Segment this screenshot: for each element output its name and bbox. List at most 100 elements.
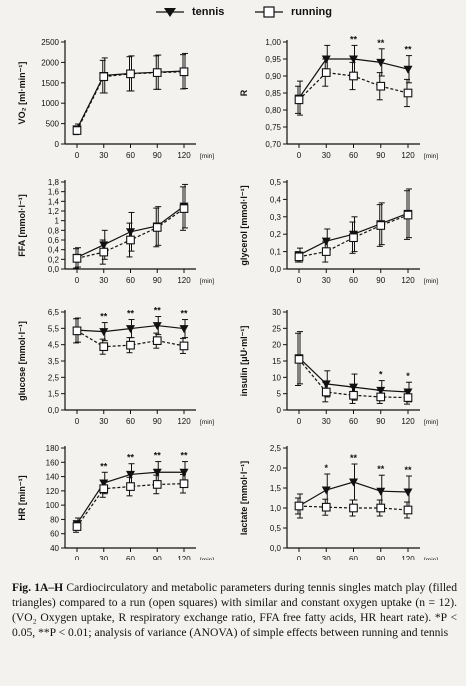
data-point-running xyxy=(294,501,304,511)
data-point-tennis xyxy=(152,468,162,477)
significance-label: ** xyxy=(127,453,135,463)
x-tick-label: 120 xyxy=(401,276,415,285)
y-tick-label: 2,5 xyxy=(270,444,282,453)
series-line xyxy=(76,471,184,525)
data-point-tennis xyxy=(99,479,109,488)
x-tick-label: 60 xyxy=(349,276,358,285)
x-unit-label: [min] xyxy=(200,419,214,426)
data-point-running xyxy=(349,233,358,243)
y-tick-label: 1,6 xyxy=(48,188,60,197)
x-tick-label: 0 xyxy=(75,417,80,426)
y-tick-label: 1500 xyxy=(41,79,59,88)
data-point-running xyxy=(294,355,304,364)
significance-label: * xyxy=(406,371,410,381)
x-tick-label: 0 xyxy=(297,417,302,426)
x-tick-label: 90 xyxy=(376,417,385,426)
legend-tennis-marker xyxy=(164,8,176,17)
y-axis-label: glucose [mmol·l⁻¹] xyxy=(17,321,27,401)
x-tick-label: 120 xyxy=(401,555,415,560)
y-tick-label: 0,0 xyxy=(270,544,282,553)
data-point-running xyxy=(179,479,189,489)
y-axis-label: insulin [μU·ml⁻¹] xyxy=(239,326,249,397)
panel-b: 0,70 0,75 0,80 0,85 0,90 0,95 1,00 0 30 60 90 120 [m… xyxy=(239,34,438,160)
y-tick-label: 0,80 xyxy=(265,106,281,115)
legend-tennis-label: tennis xyxy=(192,6,225,18)
panel-a: 0 500 1000 1500 2000 2500 0 30 60 90 120 [min] VO₂ [… xyxy=(17,38,214,160)
x-tick-label: 0 xyxy=(297,276,302,285)
y-tick-label: 1,0 xyxy=(270,504,282,513)
y-tick-label: 0,75 xyxy=(265,123,281,132)
series-running xyxy=(72,54,189,136)
y-tick-label: 15 xyxy=(272,357,281,366)
data-point-running xyxy=(152,68,162,77)
data-point-tennis xyxy=(349,55,358,64)
series-running xyxy=(294,58,413,114)
x-tick-label: 60 xyxy=(126,417,135,426)
y-tick-label: 120 xyxy=(46,487,60,496)
data-point-running xyxy=(294,95,304,105)
x-tick-label: 30 xyxy=(322,151,331,160)
data-point-tennis xyxy=(376,487,386,496)
data-point-tennis xyxy=(376,58,386,67)
data-point-running xyxy=(403,505,413,515)
series-line xyxy=(298,505,409,511)
panel-d: 0,0 0,1 0,2 0,3 0,4 0,5 0 30 60 90 120 [min] glycero… xyxy=(239,178,438,285)
series-tennis xyxy=(72,461,189,530)
data-point-tennis xyxy=(349,478,358,487)
x-tick-label: 0 xyxy=(297,151,302,160)
panel-g: 40 60 80 100 120 140 160 180 0 30 60 90 120 [min] HR [… xyxy=(17,444,214,560)
data-point-running xyxy=(99,484,109,494)
y-tick-label: 1,4 xyxy=(48,197,60,206)
data-point-running xyxy=(321,68,331,77)
series-line xyxy=(298,214,409,258)
y-tick-label: 100 xyxy=(46,501,60,510)
x-tick-label: 30 xyxy=(99,555,108,560)
y-tick-label: 5,5 xyxy=(48,324,60,333)
legend-running-marker xyxy=(263,6,275,18)
y-tick-label: 6,5 xyxy=(48,308,60,317)
y-tick-label: 1,2 xyxy=(48,207,60,216)
data-point-running xyxy=(126,482,135,491)
series-tennis xyxy=(294,188,413,263)
data-point-running xyxy=(72,326,82,336)
significance-label: ** xyxy=(100,312,108,322)
data-point-running xyxy=(349,503,358,513)
x-tick-label: 30 xyxy=(322,276,331,285)
y-tick-label: 0,1 xyxy=(270,248,282,257)
significance-label: ** xyxy=(377,464,385,474)
data-point-running xyxy=(152,336,162,345)
x-tick-label: 30 xyxy=(322,417,331,426)
data-point-running xyxy=(99,72,109,82)
y-tick-label: 40 xyxy=(50,544,59,553)
x-tick-label: 90 xyxy=(153,151,162,160)
series-tennis xyxy=(72,52,189,135)
y-axis-label: lactate [mmol·l⁻¹] xyxy=(239,461,249,535)
x-tick-label: 90 xyxy=(376,276,385,285)
y-tick-label: 0,0 xyxy=(270,265,282,274)
significance-label: ** xyxy=(180,309,188,319)
x-tick-label: 30 xyxy=(322,555,331,560)
y-tick-label: 0 xyxy=(55,140,60,149)
y-tick-label: 80 xyxy=(50,515,59,524)
data-point-tennis xyxy=(403,488,413,497)
data-point-tennis xyxy=(126,470,135,479)
y-tick-label: 60 xyxy=(50,530,59,539)
significance-label: ** xyxy=(127,309,135,319)
y-tick-label: 0,95 xyxy=(265,55,281,64)
series-running xyxy=(72,186,189,269)
data-point-tennis xyxy=(126,325,135,334)
data-point-tennis xyxy=(403,65,413,74)
figure-caption: Fig. 1A–H Cardiocirculatory and metaboli… xyxy=(12,580,457,640)
x-tick-label: 60 xyxy=(126,555,135,560)
data-point-running xyxy=(403,393,413,402)
y-tick-label: 0,85 xyxy=(265,89,281,98)
x-tick-label: 120 xyxy=(401,151,415,160)
data-point-running xyxy=(152,480,162,489)
y-tick-label: 0,5 xyxy=(270,178,282,187)
y-axis-label: VO₂ [ml·min⁻¹] xyxy=(17,62,27,125)
data-point-running xyxy=(349,71,358,81)
y-tick-label: 2500 xyxy=(41,38,59,47)
significance-label: * xyxy=(379,370,383,380)
y-tick-label: 1,5 xyxy=(270,484,282,493)
y-tick-label: 2,0 xyxy=(270,464,282,473)
